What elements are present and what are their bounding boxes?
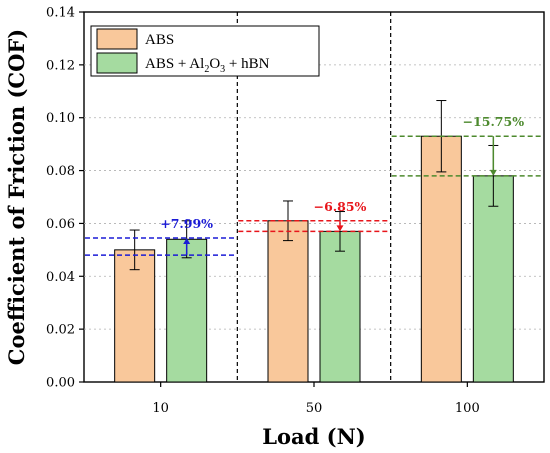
legend-label-part: ABS + Al [145, 56, 204, 72]
change-arrow-head [336, 225, 344, 232]
y-tick-label: 0.08 [46, 164, 75, 179]
y-tick-label: 0.00 [46, 376, 75, 391]
bar [114, 249, 156, 383]
x-tick-label: 10 [152, 401, 169, 416]
bar [267, 220, 309, 383]
bar [319, 230, 361, 383]
axes: 0.00 0.02 0.04 0.06 0.08 0.10 0.12 0.14 10 50 100 [46, 6, 480, 417]
legend-label-composite: ABS + Al2O3 + hBN [145, 56, 270, 75]
bar [420, 135, 462, 383]
legend-subscript: 3 [220, 64, 225, 75]
legend-swatch-composite [96, 52, 138, 74]
legend-label-part: O [209, 56, 220, 72]
x-tick-label: 50 [306, 401, 323, 416]
y-tick-label: 0.14 [46, 6, 75, 21]
y-tick-label: 0.10 [46, 111, 75, 126]
x-axis-title: Load (N) [262, 424, 365, 449]
legend-label-part: + hBN [225, 56, 269, 72]
y-tick-label: 0.06 [46, 217, 75, 232]
change-label: −15.75% [463, 114, 525, 129]
group-separators [236, 12, 392, 382]
x-tick-label: 100 [455, 401, 480, 416]
change-label: −6.85% [314, 199, 367, 214]
percent-change-annotations: +7.99% −6.85% −15.75% [85, 114, 543, 256]
legend-subscript: 2 [204, 64, 209, 75]
legend: ABS ABS + Al2O3 + hBN [90, 25, 320, 77]
change-arrow-head [183, 237, 191, 244]
bars [114, 135, 514, 383]
bar [472, 175, 514, 383]
change-arrow-head [489, 169, 497, 176]
bar [166, 238, 208, 383]
y-tick-label: 0.04 [46, 270, 75, 285]
legend-label-abs: ABS [145, 32, 174, 48]
y-tick-label: 0.12 [46, 58, 75, 73]
y-axis-title: Coefficient of Friction (COF) [4, 29, 29, 365]
y-tick-label: 0.02 [46, 323, 75, 338]
change-label: +7.99% [160, 216, 213, 231]
legend-swatch-abs [96, 28, 138, 50]
